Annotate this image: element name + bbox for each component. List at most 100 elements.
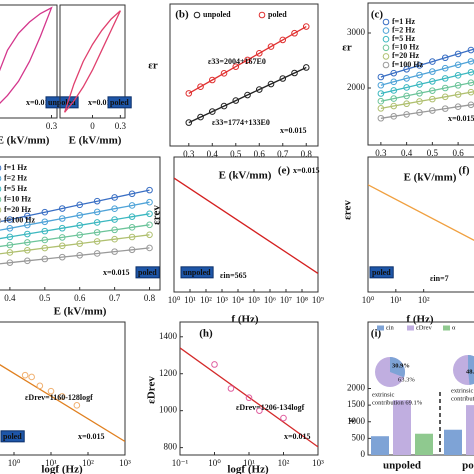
legend-label: f=10 Hz xyxy=(4,194,31,203)
data-point xyxy=(416,81,423,88)
series-line xyxy=(0,201,150,231)
data-point xyxy=(146,231,153,239)
data-point xyxy=(403,65,410,73)
legend-label: f=5 Hz xyxy=(4,184,27,193)
label-box xyxy=(180,266,214,279)
data-point xyxy=(111,194,118,201)
x-tick-label: 10³ xyxy=(119,458,131,468)
series-line xyxy=(180,347,318,448)
data-point xyxy=(377,105,385,112)
legend-label: f=1 Hz xyxy=(4,163,27,172)
bar xyxy=(393,400,411,455)
x-tick-label: 10² xyxy=(82,458,94,468)
data-point xyxy=(377,90,385,97)
series-line xyxy=(380,81,474,102)
plot-area xyxy=(174,177,318,274)
panel-label: (e) xyxy=(278,165,291,177)
x-tick-label: 0.4 xyxy=(4,293,16,303)
data-point xyxy=(416,71,423,79)
annotation: x=0.015 xyxy=(26,98,53,107)
data-point xyxy=(146,244,153,252)
label-box xyxy=(0,430,25,443)
data-point xyxy=(279,36,287,44)
data-point xyxy=(454,82,462,89)
annotation: unpoled xyxy=(183,268,211,277)
data-point xyxy=(41,236,49,244)
plot-frame xyxy=(169,3,319,147)
legend-marker xyxy=(258,11,266,19)
series-line xyxy=(380,103,474,119)
pie-slice xyxy=(390,357,405,378)
x-axis-label: f (Hz) xyxy=(406,314,434,326)
x-tick-label: 10² xyxy=(200,295,212,305)
pie-slice xyxy=(468,355,474,385)
data-point xyxy=(6,224,14,232)
y-tick-label: 500 xyxy=(352,432,366,442)
data-point xyxy=(441,54,449,62)
data-point xyxy=(197,113,204,121)
legend-marker xyxy=(0,217,2,224)
series-line xyxy=(0,364,125,443)
label-box xyxy=(107,96,132,109)
data-point xyxy=(24,230,31,238)
data-point xyxy=(390,78,398,86)
data-point xyxy=(41,244,49,252)
data-point xyxy=(390,102,398,110)
data-point xyxy=(24,221,31,229)
x-tick-label: 10⁰ xyxy=(8,458,21,468)
data-point xyxy=(93,229,101,236)
legend-marker xyxy=(382,18,390,26)
x-tick-label: 0.5 xyxy=(427,148,439,158)
data-point xyxy=(58,253,66,261)
x-tick-label: 0.6 xyxy=(254,149,266,159)
data-point xyxy=(58,242,66,250)
legend-marker xyxy=(0,207,2,213)
pie-label: 48.4% xyxy=(466,368,474,375)
data-point xyxy=(6,216,14,223)
legend-swatch xyxy=(407,325,414,331)
x-axis-label: E (kV/mm) xyxy=(54,306,107,318)
data-point xyxy=(41,218,49,226)
legend-label: α xyxy=(452,324,456,331)
plot-frame xyxy=(0,156,161,291)
annotation: poled xyxy=(3,432,22,441)
data-point xyxy=(76,240,84,247)
data-point xyxy=(58,224,66,232)
x-tick-label: poled xyxy=(462,460,474,472)
data-point xyxy=(454,72,462,79)
data-point xyxy=(244,91,251,99)
data-point xyxy=(41,208,49,216)
data-point xyxy=(146,221,153,229)
plot-area xyxy=(0,364,125,443)
x-tick-label: 0 xyxy=(90,121,95,131)
data-point xyxy=(279,75,287,82)
plot-frame xyxy=(173,156,319,293)
plot-area xyxy=(63,10,121,113)
x-tick-label: 10⁰ xyxy=(168,295,181,305)
x-tick-label: 10⁹ xyxy=(312,295,324,305)
data-point xyxy=(6,259,14,266)
x-tick-label: 10⁴ xyxy=(232,295,244,305)
series-line xyxy=(380,59,474,86)
plot-frame xyxy=(0,4,58,119)
series-line xyxy=(63,10,121,113)
x-tick-label: 0.3 xyxy=(115,121,127,131)
data-point xyxy=(454,103,462,111)
annotation: εin=7 xyxy=(430,274,449,283)
legend-marker xyxy=(0,196,2,203)
data-point xyxy=(244,56,251,64)
y-axis-label: εr xyxy=(342,42,352,54)
legend-label: f=20 Hz xyxy=(392,51,419,60)
annotation: εDrev=1160-128logf xyxy=(25,393,93,402)
x-tick-label: 0.6 xyxy=(452,148,464,158)
y-axis-label: εrev xyxy=(151,205,163,225)
annotation: 63.3% xyxy=(398,376,415,383)
x-tick-label: 10⁻¹ xyxy=(172,458,189,468)
bar xyxy=(466,405,474,455)
plot-area xyxy=(368,184,474,241)
data-point xyxy=(232,63,240,70)
data-point xyxy=(28,373,35,381)
annotation: x=0.015 xyxy=(284,432,311,441)
data-point xyxy=(302,64,310,71)
